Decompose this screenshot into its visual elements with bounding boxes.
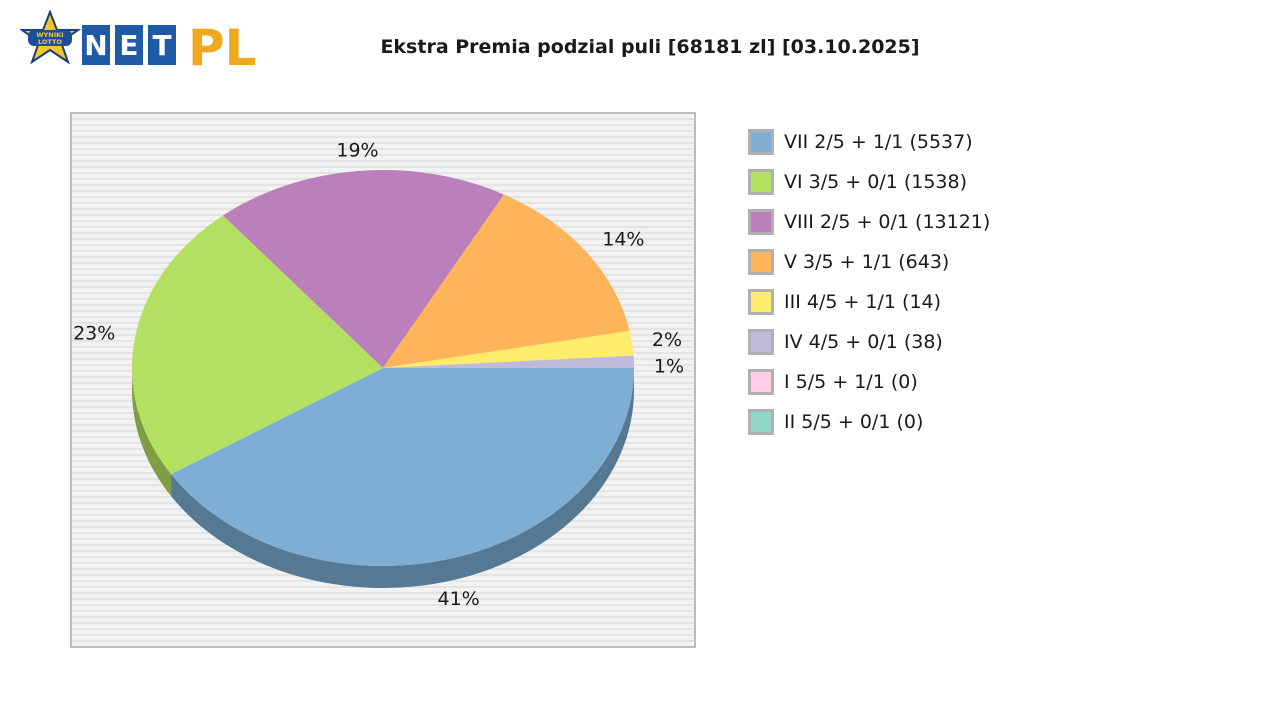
pie-percent-label-3: 14% — [602, 228, 644, 250]
legend-label-3: V 3/5 + 1/1 (643) — [784, 251, 950, 273]
pie-percent-label-4: 2% — [652, 329, 682, 351]
legend-swatch-0 — [748, 129, 774, 155]
logo-letter-n: N — [84, 29, 107, 62]
pie-slice-0 — [171, 368, 635, 567]
legend-swatch-6 — [748, 369, 774, 395]
legend-swatch-1 — [748, 169, 774, 195]
star-logo-icon: WYNIKI LOTTO — [20, 10, 82, 65]
legend-label-1: VI 3/5 + 0/1 (1538) — [784, 171, 968, 193]
legend-item-3: V 3/5 + 1/1 (643) — [748, 242, 990, 282]
legend: VII 2/5 + 1/1 (5537) VI 3/5 + 0/1 (1538) V… — [748, 122, 990, 442]
pie-percent-label-2: 19% — [336, 139, 378, 161]
legend-swatch-3 — [748, 249, 774, 275]
pie-percent-label-0: 41% — [437, 588, 479, 610]
legend-item-5: IV 4/5 + 0/1 (38) — [748, 322, 990, 362]
netpl-logo: WYNIKI LOTTO N E T PL — [20, 10, 257, 70]
pie-slice-5 — [383, 355, 634, 368]
pie-percent-label-1: 23% — [73, 322, 115, 344]
legend-label-4: III 4/5 + 1/1 (14) — [784, 291, 942, 313]
legend-label-0: VII 2/5 + 1/1 (5537) — [784, 131, 973, 153]
logo-badge-bottom: LOTTO — [38, 38, 62, 46]
pie-slice-4 — [383, 330, 634, 368]
pie-slice-2 — [223, 170, 504, 368]
legend-label-7: II 5/5 + 0/1 (0) — [784, 411, 924, 433]
legend-swatch-2 — [748, 209, 774, 235]
legend-item-4: III 4/5 + 1/1 (14) — [748, 282, 990, 322]
pie-percent-label-5: 1% — [654, 356, 684, 378]
logo-suffix-pl: PL — [188, 19, 257, 70]
pie-slice-3 — [383, 194, 630, 368]
legend-item-1: VI 3/5 + 0/1 (1538) — [748, 162, 990, 202]
pie-slice-1 — [131, 215, 383, 475]
pie-slice-side-1 — [132, 368, 172, 497]
legend-label-5: IV 4/5 + 0/1 (38) — [784, 331, 943, 353]
legend-item-2: VIII 2/5 + 0/1 (13121) — [748, 202, 990, 242]
legend-item-7: II 5/5 + 0/1 (0) — [748, 402, 990, 442]
logo-letter-e: E — [119, 29, 138, 62]
legend-swatch-4 — [748, 289, 774, 315]
legend-label-6: I 5/5 + 1/1 (0) — [784, 371, 918, 393]
legend-swatch-5 — [748, 329, 774, 355]
chart-title: Ekstra Premia podzial puli [68181 zl] [0… — [380, 36, 920, 58]
legend-swatch-7 — [748, 409, 774, 435]
logo-letter-t: T — [152, 29, 171, 62]
logo-badge-top: WYNIKI — [36, 31, 63, 39]
legend-item-6: I 5/5 + 1/1 (0) — [748, 362, 990, 402]
legend-label-2: VIII 2/5 + 0/1 (13121) — [784, 211, 991, 233]
legend-item-0: VII 2/5 + 1/1 (5537) — [748, 122, 990, 162]
